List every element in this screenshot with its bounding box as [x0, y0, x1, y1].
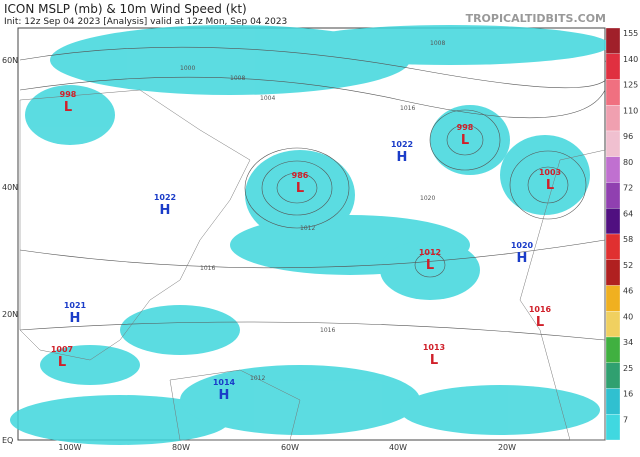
colorbar-label: 46: [623, 287, 633, 296]
lat-label: 20N: [2, 310, 18, 319]
colorbar-segment: [605, 79, 621, 106]
lat-label: 60N: [2, 56, 18, 65]
colorbar-segment: [605, 233, 621, 260]
pressure-letter: L: [430, 353, 438, 368]
subtitle: Init: 12z Sep 04 2023 [Analysis] valid a…: [4, 17, 287, 27]
isobar-label: 1016: [320, 327, 335, 334]
pressure-value: 1020: [511, 241, 534, 250]
colorbar-label: 40: [623, 312, 633, 321]
isobar-label: 1020: [420, 195, 435, 202]
pressure-letter: H: [517, 251, 528, 266]
colorbar-label: 64: [623, 209, 633, 218]
lon-label: 100W: [58, 443, 81, 452]
colorbar-label: 34: [623, 338, 633, 347]
isobar-label: 1008: [230, 75, 245, 82]
colorbar-segment: [605, 259, 621, 286]
pressure-value: 1016: [529, 305, 552, 314]
pressure-letter: H: [397, 150, 408, 165]
land-outlines: [19, 89, 606, 441]
pressure-value: 1021: [64, 301, 87, 310]
pressure-letter: L: [536, 315, 544, 330]
colorbar-label: 140: [623, 55, 638, 64]
lat-label: EQ: [2, 436, 13, 445]
colorbar-segment: [605, 53, 621, 80]
colorbar-segment: [605, 362, 621, 389]
pressure-value: 998: [457, 123, 474, 132]
pressure-value: 1003: [539, 168, 561, 177]
colorbar-label: 125: [623, 81, 638, 90]
brand: TROPICALTIDBITS.COM: [466, 12, 606, 25]
colorbar-segment: [605, 414, 621, 441]
colorbar-segment: [605, 130, 621, 157]
colorbar-label: 7: [623, 415, 628, 424]
colorbar-segment: [605, 182, 621, 209]
colorbar-segment: [605, 336, 621, 363]
colorbar-label: 52: [623, 261, 633, 270]
colorbar-segment: [605, 27, 621, 54]
pressure-value: 1022: [391, 140, 413, 149]
colorbar-segment: [605, 311, 621, 338]
isobar-label: 1016: [400, 105, 415, 112]
pressure-letter: H: [70, 311, 81, 326]
colorbar-label: 110: [623, 106, 638, 115]
pressure-value: 1012: [419, 248, 441, 257]
isobar-label: 1016: [200, 265, 215, 272]
colorbar-label: 16: [623, 390, 633, 399]
colorbar-segment: [605, 156, 621, 183]
colorbar: 155 140 125 110 96 80 72 64 58 52 46 40 34 25 16 7: [605, 27, 638, 441]
colorbar-label: 96: [623, 132, 633, 141]
colorbar-segment: [605, 105, 621, 132]
colorbar-segment: [605, 285, 621, 312]
colorbar-label: 25: [623, 364, 633, 373]
pressure-value: 998: [60, 90, 77, 99]
colorbar-label: 80: [623, 158, 633, 167]
colorbar-segment: [605, 388, 621, 415]
title: ICON MSLP (mb) & 10m Wind Speed (kt): [4, 2, 247, 16]
pressure-value: 1022: [154, 193, 176, 202]
pressure-letter: L: [58, 355, 66, 370]
isobar-label: 1008: [430, 40, 445, 47]
lon-label: 80W: [172, 443, 190, 452]
colorbar-label: 155: [623, 29, 638, 38]
pressure-letter: L: [546, 178, 554, 193]
isobar-label: 1004: [260, 95, 275, 102]
pressure-letter: L: [461, 133, 469, 148]
lat-label: 40N: [2, 183, 18, 192]
isobars: [19, 46, 611, 341]
isobar-label: 1000: [180, 65, 195, 72]
isobar-label: 1012: [250, 375, 265, 382]
pressure-letter: L: [64, 100, 72, 115]
pressure-value: 1007: [51, 345, 73, 354]
colorbar-label: 72: [623, 184, 633, 193]
colorbar-label: 58: [623, 235, 633, 244]
pressure-letter: L: [296, 181, 304, 196]
isobar-label: 1012: [300, 225, 315, 232]
map-area: [10, 25, 611, 445]
pressure-letter: H: [219, 388, 230, 403]
colorbar-segment: [605, 208, 621, 235]
lon-label: 40W: [389, 443, 407, 452]
pressure-value: 986: [292, 171, 309, 180]
pressure-value: 1013: [423, 343, 445, 352]
pressure-letter: L: [426, 258, 434, 273]
pressure-letter: H: [160, 203, 171, 218]
wind-shading: [10, 25, 610, 445]
lon-label: 20W: [498, 443, 516, 452]
pressure-value: 1014: [213, 378, 236, 387]
lon-label: 60W: [281, 443, 299, 452]
